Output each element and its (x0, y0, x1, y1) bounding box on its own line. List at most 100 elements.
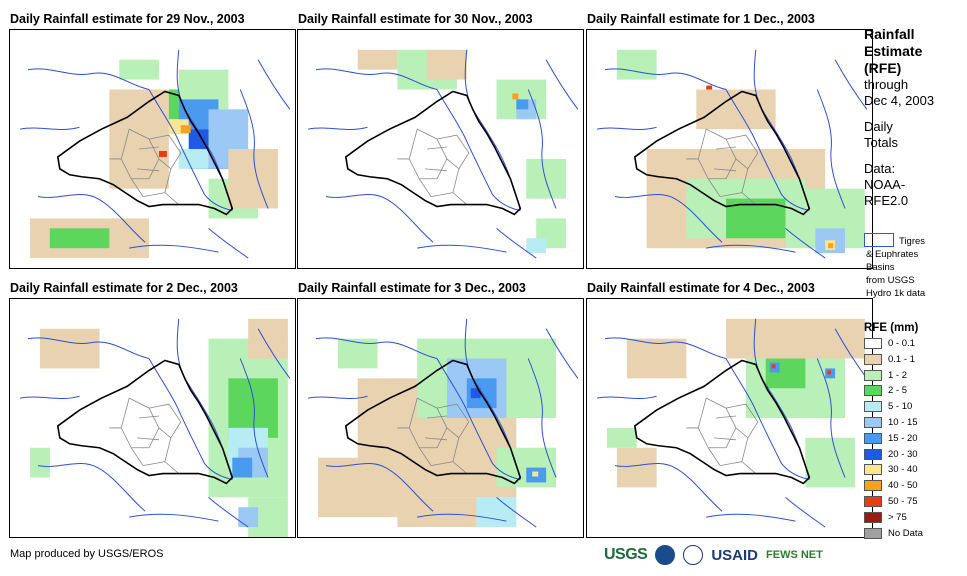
province-boundary (714, 415, 736, 441)
river-basin-line (129, 244, 219, 253)
river-basin-line (785, 496, 826, 528)
panel-title-3: Daily Rainfall estimate for 1 Dec., 2003 (587, 12, 815, 26)
rainfall-area (526, 158, 566, 199)
legend-swatch (864, 496, 882, 507)
province-boundary (109, 427, 180, 474)
legend-item: 10 - 15 (864, 416, 918, 429)
country-border (633, 359, 811, 485)
river-basin-line (37, 463, 146, 512)
river-basin-line (496, 496, 537, 528)
river-basin-line (597, 126, 657, 130)
rainfall-area (771, 364, 776, 369)
rainfall-area (532, 471, 539, 477)
totals-text: Totals (864, 135, 898, 150)
legend-item: 5 - 10 (864, 400, 912, 413)
province-boundary (725, 403, 759, 439)
rainfall-area (616, 49, 657, 80)
country-border (56, 90, 234, 216)
panel-title-2: Daily Rainfall estimate for 30 Nov., 200… (298, 12, 533, 26)
through-date: Dec 4, 2003 (864, 93, 935, 108)
rainfall-area (516, 99, 529, 110)
usgs-logo: USGS (604, 546, 648, 563)
rainfall-area (180, 125, 191, 134)
river-basin-line (597, 395, 657, 399)
map-credit: Map produced by USGS/EROS (10, 548, 164, 560)
rainfall-area (238, 507, 259, 528)
river-basin-line (37, 194, 146, 243)
country-border (344, 90, 522, 216)
rainfall-area (512, 93, 519, 100)
river-basin-line (725, 89, 810, 211)
river-basin-line (527, 358, 557, 478)
heading-line-3: (RFE) (864, 60, 902, 76)
map-panel-4 (9, 298, 296, 538)
province-boundary (120, 397, 160, 449)
legend-item: 1 - 2 (864, 369, 907, 382)
province-boundary (397, 427, 468, 474)
legend-swatch (864, 432, 882, 444)
legend-item: 2 - 5 (864, 384, 907, 397)
through-text: through (864, 77, 909, 92)
legend-swatch (864, 527, 882, 539)
usda-seal-logo (683, 545, 704, 565)
rainfall-area (248, 318, 288, 359)
noaa-logo (655, 545, 676, 565)
river-basin-line (604, 337, 727, 359)
river-basin-line (325, 463, 434, 512)
legend-label: 50 - 75 (888, 496, 918, 507)
map-panel-1 (9, 29, 296, 269)
province-boundary (137, 415, 159, 441)
heading-line-2: Estimate (864, 43, 923, 59)
province-boundary (148, 134, 182, 170)
legend-swatch (864, 417, 882, 428)
legend-swatch (864, 385, 882, 397)
province-boundary (109, 158, 180, 205)
province-boundary (148, 403, 182, 439)
river-basin-line (816, 89, 846, 209)
province-boundary (425, 415, 447, 441)
river-basin-line (834, 59, 868, 110)
rainfall-area (119, 59, 159, 80)
rainfall-area (232, 457, 253, 478)
legend-label: 1 - 2 (888, 369, 908, 381)
legend-item: 0 - 0.1 (864, 337, 915, 350)
river-basin-line (239, 89, 269, 209)
river-basin-line (604, 68, 727, 90)
river-basin-line (545, 59, 579, 110)
river-basin-line (417, 244, 507, 253)
rainfall-area (178, 149, 209, 169)
fews-net-logo: FEWS NET (766, 549, 823, 561)
legend-label: 5 - 10 (888, 401, 913, 413)
river-basin-line (315, 337, 438, 359)
river-basin-line (527, 89, 557, 209)
rainfall-map-6 (597, 318, 868, 528)
rainfall-area (805, 437, 855, 488)
basin-outline-swatch (864, 233, 894, 247)
legend-item: 40 - 50 (864, 479, 918, 492)
data-source-1: NOAA- (864, 177, 906, 192)
rainfall-area (828, 243, 834, 249)
rainfall-area (49, 228, 110, 249)
rainfall-map-3 (597, 49, 868, 259)
rainfall-area (706, 85, 713, 90)
province-boundary (436, 403, 470, 439)
legend-label: 0 - 0.1 (888, 338, 915, 349)
map-panel-2 (297, 29, 584, 269)
legend-label: 0.1 - 1 (888, 353, 915, 365)
river-basin-line (436, 358, 521, 480)
river-basin-line (308, 395, 368, 399)
legend-item: > 75 (864, 511, 907, 524)
data-label: Data: (864, 161, 896, 176)
river-basin-line (545, 328, 579, 379)
rainfall-area (626, 338, 687, 379)
river-basin-line (436, 89, 521, 211)
logo-strip: USGS USAID FEWS NET (604, 544, 823, 566)
river-basin-line (706, 244, 796, 253)
province-boundary (130, 437, 172, 467)
river-basin-line (496, 227, 537, 259)
river-basin-line (148, 89, 233, 211)
legend-item: 0.1 - 1 (864, 353, 915, 366)
panel-title-5: Daily Rainfall estimate for 3 Dec., 2003 (298, 281, 526, 295)
river-basin-line (148, 358, 233, 480)
usaid-logo: USAID (711, 546, 759, 564)
